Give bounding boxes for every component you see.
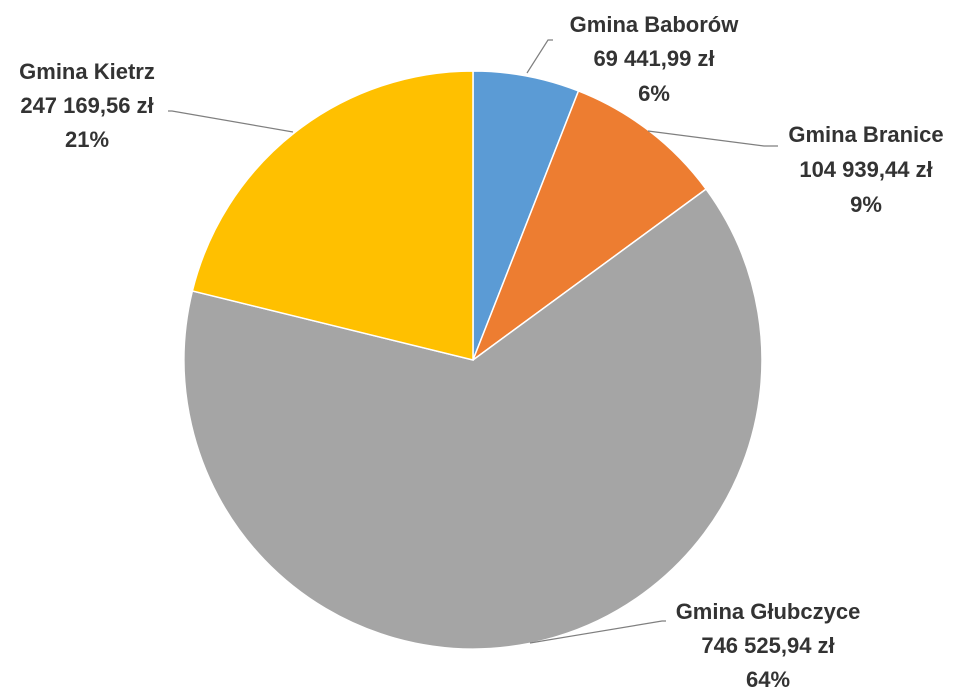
leader-line-branice: [647, 130, 778, 147]
label-group-baborow: Gmina Baborów 69 441,99 zł 6%: [570, 12, 740, 106]
slice-label-percent: 21%: [65, 127, 109, 152]
leader-line-kietrz: [168, 110, 294, 133]
pie-slices: [183, 70, 763, 650]
pie-slice-kietrz: [191, 70, 474, 361]
slice-label-percent: 64%: [746, 667, 790, 691]
slice-label-percent: 9%: [850, 192, 882, 217]
slice-label-name: Gmina Baborów: [570, 12, 740, 37]
slice-label-percent: 6%: [638, 81, 670, 106]
slice-label-name: Gmina Kietrz: [19, 59, 155, 84]
slice-label-value: 104 939,44 zł: [799, 157, 932, 182]
label-group-glubczyce: Gmina Głubczyce 746 525,94 zł 64%: [676, 599, 861, 691]
slice-label-name: Gmina Branice: [788, 122, 943, 147]
slice-label-value: 247 169,56 zł: [20, 93, 153, 118]
slice-label-value: 746 525,94 zł: [701, 633, 834, 658]
slice-label-value: 69 441,99 zł: [593, 46, 714, 71]
slice-label-name: Gmina Głubczyce: [676, 599, 861, 624]
leader-line-glubczyce: [529, 620, 666, 644]
leader-lines: [168, 39, 778, 644]
label-group-kietrz: Gmina Kietrz 247 169,56 zł 21%: [19, 59, 155, 152]
pie-slice-glubczyce: [183, 188, 763, 650]
leader-line-baborow: [526, 39, 553, 74]
label-group-branice: Gmina Branice 104 939,44 zł 9%: [788, 122, 943, 217]
